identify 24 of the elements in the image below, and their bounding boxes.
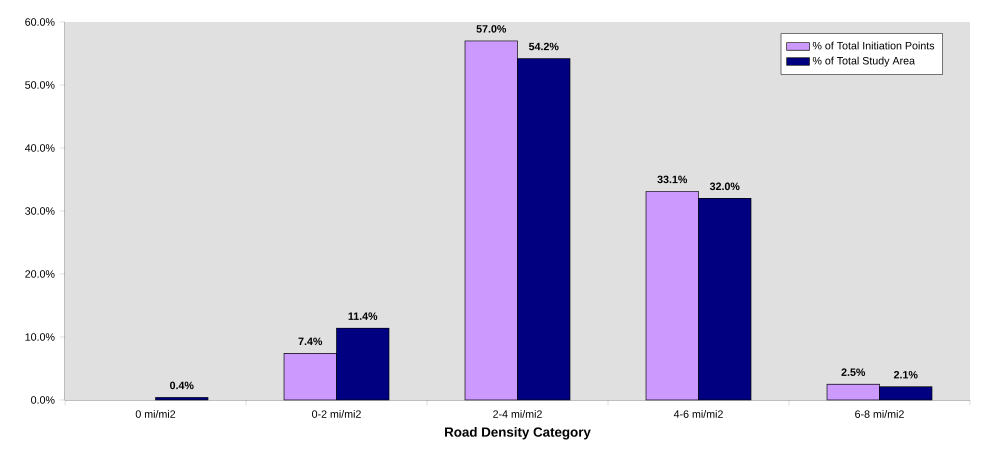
x-axis-title: Road Density Category — [445, 427, 591, 440]
data-label: 11.4% — [348, 312, 378, 320]
data-label: 2.5% — [841, 368, 866, 376]
data-label: 54.2% — [528, 42, 559, 50]
y-tick-label: 30.0% — [25, 207, 55, 215]
y-tick-label: 20.0% — [25, 270, 55, 278]
x-tick-label: 4-6 mi/mi2 — [674, 410, 723, 418]
data-label: 0.4% — [170, 382, 194, 390]
legend-label: % of Total Initiation Points — [812, 42, 934, 50]
data-label: 33.1% — [657, 176, 688, 184]
y-tick-label: 40.0% — [24, 144, 55, 152]
x-tick-label: 2-4 mi/mi2 — [493, 410, 542, 418]
y-tick-label: 10.0% — [26, 333, 55, 341]
y-tick-label: 50.0% — [25, 81, 55, 89]
data-label: 7.4% — [298, 338, 322, 346]
x-tick-label: 0 mi/mi2 — [136, 410, 176, 418]
x-tick-label: 0-2 mi/mi2 — [312, 410, 361, 418]
y-tick-label: 60.0% — [25, 18, 55, 26]
data-label: 2.1% — [894, 370, 918, 378]
y-tick-label: 0.0% — [31, 396, 55, 404]
data-label: 32.0% — [710, 182, 740, 190]
data-label: 57.0% — [476, 25, 506, 33]
x-tick-label: 6-8 mi/mi2 — [855, 410, 904, 418]
legend-label: % of Total Study Area — [812, 56, 916, 67]
